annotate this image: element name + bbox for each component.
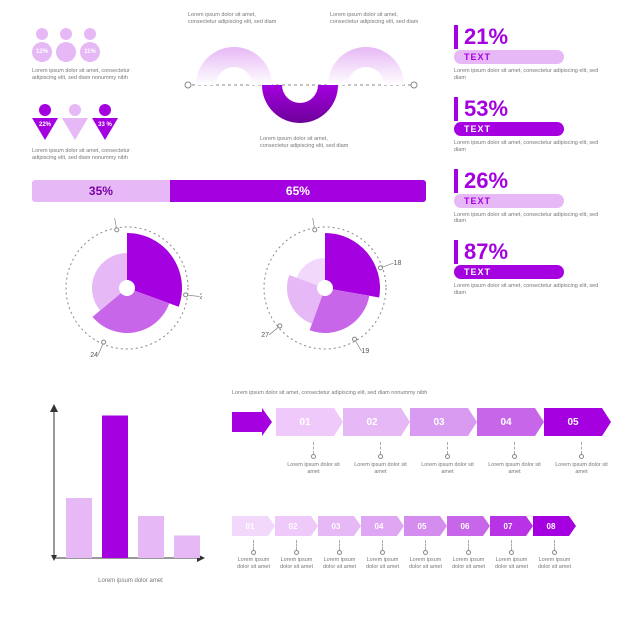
stat-block: 53%TEXT Lorem ipsum dolor sit amet, conse… — [454, 96, 604, 154]
mini-step-caption: Lorem ipsum dolor sit amet — [275, 540, 318, 571]
mini-step: 03 — [318, 516, 354, 536]
people-group-b: 22% 33 % — [32, 104, 118, 140]
big-step-caption: Lorem ipsum dolor sit amet — [548, 442, 615, 476]
big-steps-captions: Lorem ipsum dolor sit ametLorem ipsum do… — [280, 442, 615, 476]
svg-text:22: 22 — [107, 218, 115, 220]
mini-step-caption: Lorem ipsum dolor sit amet — [361, 540, 404, 571]
stat-block: 21%TEXT Lorem ipsum dolor sit amet, conse… — [454, 24, 604, 82]
person-icon: 33 % — [92, 104, 118, 140]
person-icon: 11% — [80, 28, 100, 62]
stat-label-pill: TEXT — [454, 265, 564, 279]
stat-label-pill: TEXT — [454, 194, 564, 208]
stat-value: 53% — [454, 96, 604, 122]
wave-caption-3: Lorem ipsum dolor sit amet, consectetur … — [260, 136, 350, 150]
mini-step-caption: Lorem ipsum dolor sit amet — [232, 540, 275, 571]
svg-text:27: 27 — [261, 332, 269, 339]
bar — [66, 498, 92, 558]
progress-bar: 35%65% — [32, 180, 426, 202]
bar — [102, 416, 128, 559]
mini-steps-row: 01 02 03 04 05 06 07 08 — [232, 516, 576, 536]
lead-arrow-icon — [232, 412, 262, 432]
person-icon — [56, 28, 76, 62]
stat-value: 21% — [454, 24, 604, 50]
person-icon — [62, 104, 88, 140]
mini-step-caption: Lorem ipsum dolor sit amet — [404, 540, 447, 571]
mini-step-caption: Lorem ipsum dolor sit amet — [447, 540, 490, 571]
big-step-caption: Lorem ipsum dolor sit amet — [347, 442, 414, 476]
big-step: 05 — [544, 408, 602, 436]
mini-step: 07 — [490, 516, 526, 536]
mini-step: 02 — [275, 516, 311, 536]
mini-step-caption: Lorem ipsum dolor sit amet — [490, 540, 533, 571]
wave-chart — [176, 20, 426, 150]
people-group-a: 12% 11% — [32, 28, 100, 62]
svg-text:24: 24 — [200, 293, 202, 300]
person-icon: 12% — [32, 28, 52, 62]
big-step-caption: Lorem ipsum dolor sit amet — [280, 442, 347, 476]
mini-step-caption: Lorem ipsum dolor sit amet — [533, 540, 576, 571]
person-icon: 22% — [32, 104, 58, 140]
svg-text:24: 24 — [90, 352, 98, 358]
stat-value: 26% — [454, 168, 604, 194]
mini-step: 05 — [404, 516, 440, 536]
wave-caption-1: Lorem ipsum dolor sit amet, consectetur … — [188, 12, 278, 26]
caption-people-b: Lorem ipsum dolor sit amet, consectetur … — [32, 148, 152, 162]
progress-segment: 35% — [32, 180, 170, 202]
stat-caption: Lorem ipsum dolor sit amet, consectetur … — [454, 283, 604, 297]
mini-steps-captions: Lorem ipsum dolor sit ametLorem ipsum do… — [232, 540, 576, 571]
stat-caption: Lorem ipsum dolor sit amet, consectetur … — [454, 68, 604, 82]
svg-text:19: 19 — [362, 348, 370, 355]
bar-chart: Lorem ipsum dolor amet — [28, 388, 213, 588]
mini-step-caption: Lorem ipsum dolor sit amet — [318, 540, 361, 571]
svg-text:22: 22 — [305, 218, 313, 220]
big-step: 04 — [477, 408, 535, 436]
svg-text:Lorem ipsum dolor amet: Lorem ipsum dolor amet — [98, 578, 163, 584]
stats-column: 21%TEXTLorem ipsum dolor sit amet, conse… — [454, 24, 604, 311]
stat-block: 26%TEXT Lorem ipsum dolor sit amet, conse… — [454, 168, 604, 226]
stat-block: 87%TEXT Lorem ipsum dolor sit amet, conse… — [454, 239, 604, 297]
mini-step: 01 — [232, 516, 268, 536]
big-step: 01 — [276, 408, 334, 436]
radial-chart-right: 22 18 19 27 — [230, 218, 430, 358]
stat-caption: Lorem ipsum dolor sit amet, consectetur … — [454, 212, 604, 226]
caption-people-a: Lorem ipsum dolor sit amet, consectetur … — [32, 68, 152, 82]
wave-caption-2: Lorem ipsum dolor sit amet, consectetur … — [330, 12, 420, 26]
big-step: 03 — [410, 408, 468, 436]
stat-value: 87% — [454, 239, 604, 265]
big-steps-header: Lorem ipsum dolor sit amet, consectetur … — [232, 390, 592, 397]
bar — [174, 536, 200, 559]
mini-step: 06 — [447, 516, 483, 536]
mini-step: 04 — [361, 516, 397, 536]
big-step-caption: Lorem ipsum dolor sit amet — [414, 442, 481, 476]
svg-text:18: 18 — [394, 260, 402, 267]
big-step: 02 — [343, 408, 401, 436]
big-steps-row: 01 02 03 04 05 — [232, 408, 611, 436]
radial-chart-left: 22 24 24 — [32, 218, 202, 358]
stat-label-pill: TEXT — [454, 50, 564, 64]
big-step-caption: Lorem ipsum dolor sit amet — [481, 442, 548, 476]
progress-segment: 65% — [170, 180, 426, 202]
stat-label-pill: TEXT — [454, 122, 564, 136]
stat-caption: Lorem ipsum dolor sit amet, consectetur … — [454, 140, 604, 154]
bar — [138, 516, 164, 558]
mini-step: 08 — [533, 516, 569, 536]
